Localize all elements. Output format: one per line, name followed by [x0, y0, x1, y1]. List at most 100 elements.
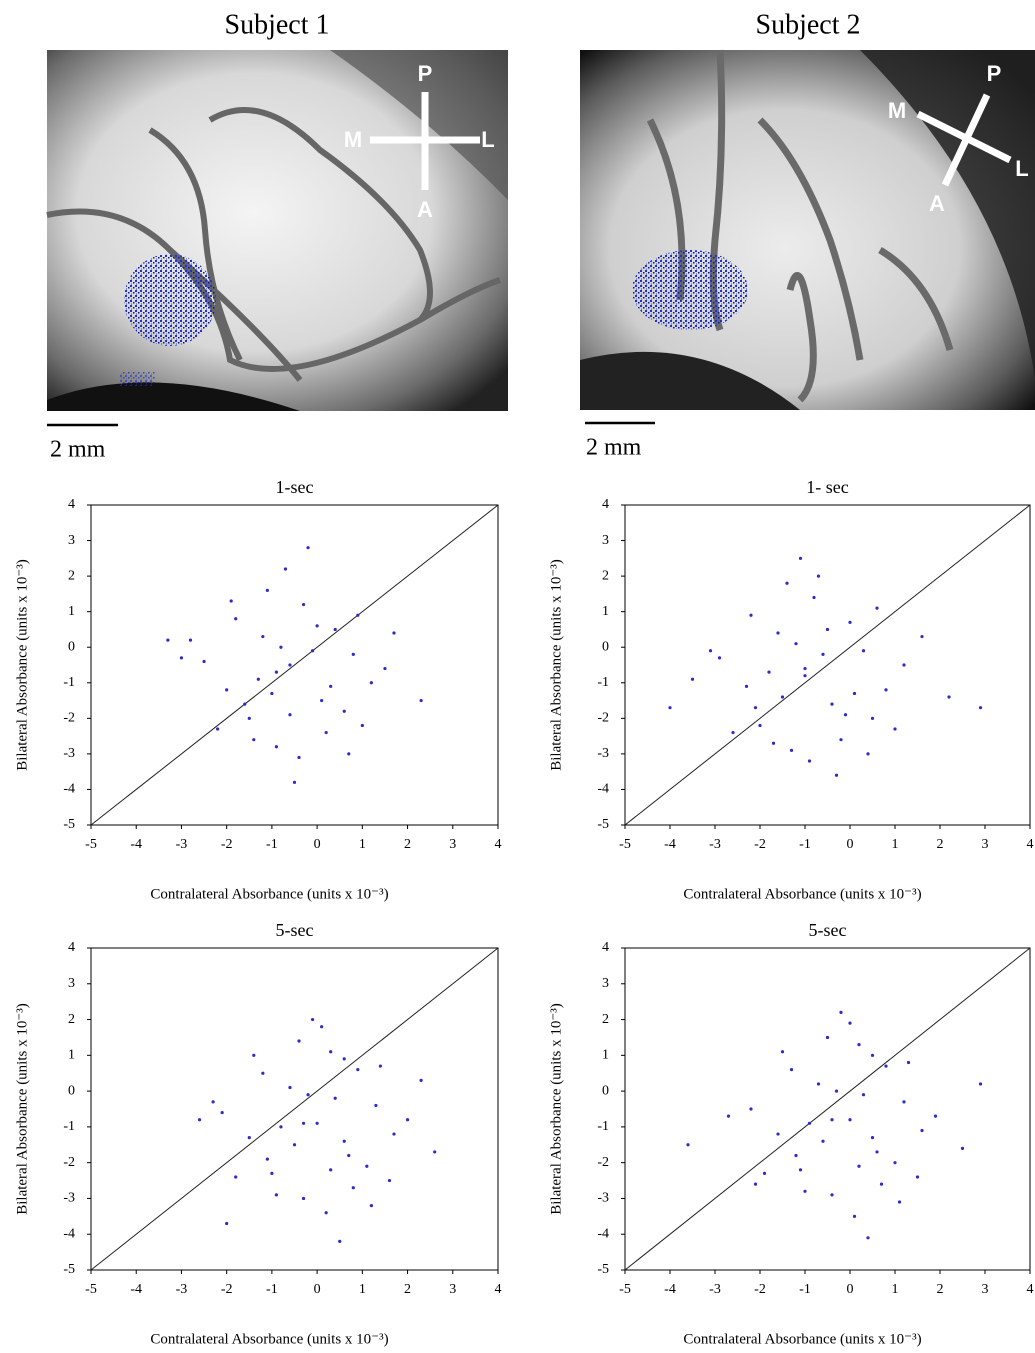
y-tick-label: -3: [63, 1191, 75, 1206]
x-tick-label: 1: [892, 1282, 899, 1297]
data-point: [776, 631, 780, 635]
y-tick-label: -4: [63, 782, 75, 797]
data-point: [875, 1150, 879, 1154]
y-tick-label: 0: [602, 1083, 609, 1098]
data-point: [288, 663, 292, 667]
data-point: [834, 1089, 839, 1093]
image-shadow: [47, 382, 300, 411]
data-point: [324, 1211, 328, 1215]
data-point: [347, 752, 351, 756]
data-point: [933, 1114, 938, 1118]
data-point: [884, 1064, 888, 1068]
data-point: [884, 688, 888, 692]
x-tick-label: 0: [847, 837, 854, 852]
data-point: [758, 723, 762, 728]
orientation-label: M: [344, 127, 362, 152]
y-tick-label: 2: [602, 1012, 609, 1027]
orientation-cross: [370, 92, 480, 190]
data-point: [798, 1168, 803, 1172]
data-point: [866, 752, 870, 756]
data-point: [857, 1043, 861, 1047]
data-point: [848, 620, 852, 624]
data-point: [338, 1239, 342, 1243]
chart-title: 1- sec: [806, 477, 848, 497]
data-point: [776, 1132, 780, 1136]
data-point: [419, 698, 423, 703]
data-point: [405, 1118, 410, 1122]
data-point: [320, 1025, 324, 1029]
y-tick-label: 3: [602, 976, 609, 991]
data-point: [329, 1168, 333, 1172]
data-point: [179, 656, 184, 660]
data-point: [708, 649, 713, 653]
data-point: [861, 649, 866, 653]
y-tick-label: -5: [597, 1262, 609, 1277]
data-point: [839, 1010, 843, 1015]
data-point: [785, 581, 789, 585]
data-point: [686, 1143, 690, 1147]
y-axis-label: Bilateral Absorbance (units x 10⁻³): [548, 559, 564, 771]
y-tick-label: -4: [597, 782, 609, 797]
x-tick-label: -2: [754, 837, 766, 852]
data-point: [798, 556, 803, 560]
data-point: [789, 1068, 794, 1072]
data-point: [870, 1136, 875, 1140]
data-point: [188, 638, 193, 642]
y-tick-label: 4: [68, 940, 75, 955]
data-point: [839, 738, 843, 742]
data-point: [794, 642, 798, 646]
data-point: [261, 634, 265, 639]
y-tick-label: 0: [68, 639, 75, 654]
x-tick-label: 3: [449, 837, 456, 852]
x-tick-label: 4: [1027, 1282, 1034, 1297]
chart-title: 5-sec: [276, 920, 314, 940]
y-tick-label: -2: [597, 1155, 609, 1170]
x-tick-label: 2: [404, 837, 411, 852]
data-point: [301, 602, 306, 607]
data-point: [333, 1096, 337, 1100]
y-tick-label: -3: [597, 1191, 609, 1206]
x-tick-label: 1: [359, 837, 366, 852]
data-point: [825, 1035, 830, 1040]
data-point: [234, 617, 238, 621]
scale-label: 2 mm: [586, 435, 642, 461]
data-point: [419, 1078, 423, 1082]
y-tick-label: 4: [602, 940, 609, 955]
x-tick-label: -1: [266, 837, 278, 852]
data-point: [825, 627, 830, 632]
activation-region: [120, 372, 155, 386]
brain-image: [46, 50, 508, 411]
data-point: [816, 574, 821, 578]
data-point: [392, 1132, 396, 1136]
panel-title: Subject 1: [225, 9, 330, 40]
data-point: [234, 1175, 238, 1179]
data-point: [229, 599, 233, 603]
data-point: [329, 684, 333, 688]
data-point: [753, 1182, 758, 1186]
orientation-label: L: [1015, 156, 1028, 181]
y-tick-label: -1: [597, 1119, 609, 1134]
data-point: [351, 1186, 355, 1190]
activation-region: [124, 254, 216, 346]
panel-title: Subject 2: [756, 9, 861, 40]
data-point: [717, 656, 722, 660]
data-point: [834, 773, 839, 777]
data-point: [279, 645, 283, 649]
data-point: [387, 1178, 392, 1183]
data-point: [297, 1039, 301, 1043]
y-tick-label: 1: [68, 604, 75, 619]
orientation-label: P: [418, 61, 433, 86]
data-point: [915, 1175, 920, 1179]
orientation-label: L: [481, 127, 494, 152]
data-point: [870, 716, 875, 720]
data-point: [879, 1182, 884, 1186]
x-tick-label: -4: [130, 837, 142, 852]
y-tick-label: 0: [602, 639, 609, 654]
data-point: [807, 1121, 812, 1125]
x-tick-label: -5: [619, 837, 631, 852]
data-point: [433, 1150, 437, 1154]
data-point: [794, 1153, 798, 1158]
data-point: [301, 1121, 306, 1125]
data-point: [247, 716, 251, 720]
